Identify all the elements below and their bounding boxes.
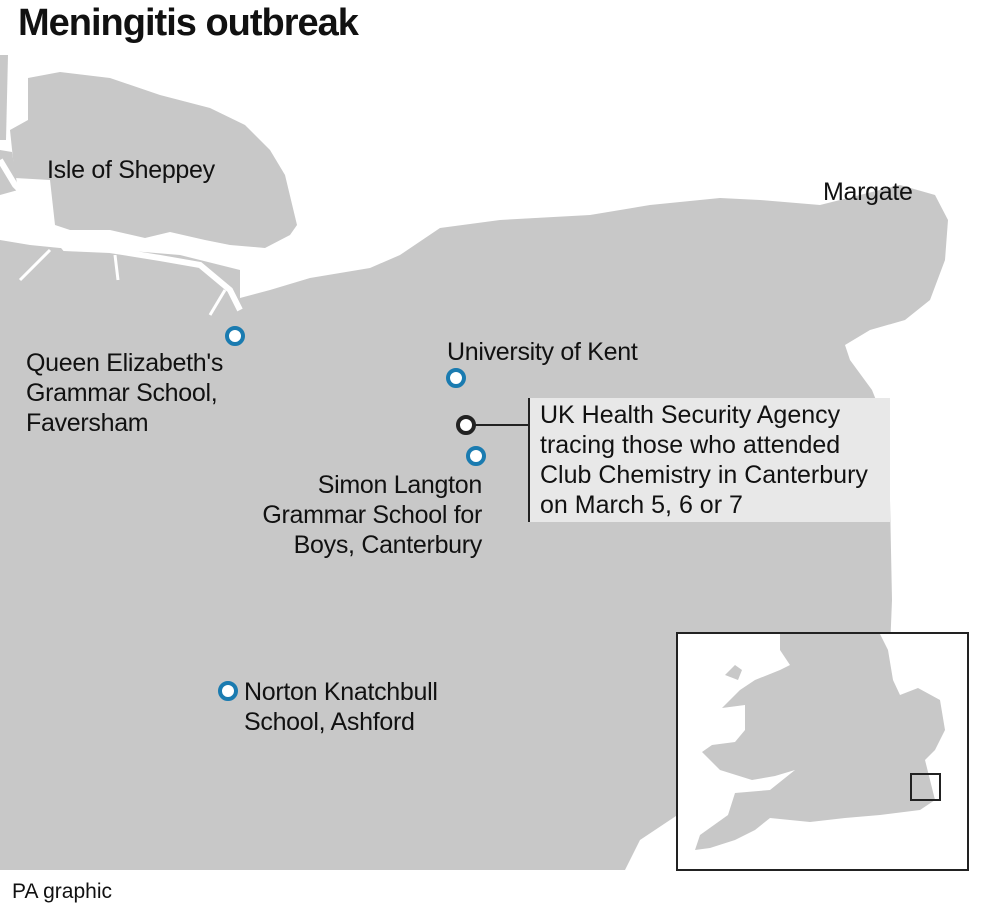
marker-qegs[interactable] xyxy=(225,326,245,346)
river-swale xyxy=(0,158,243,312)
source-credit: PA graphic xyxy=(12,880,113,903)
marker-club-chemistry[interactable] xyxy=(456,415,476,435)
callout-line: Club Chemistry in Canterbury xyxy=(540,461,868,489)
inset-land xyxy=(695,634,945,850)
label-line: Grammar School for xyxy=(262,501,482,529)
label-isle-of-sheppey: Isle of Sheppey xyxy=(47,156,215,184)
callout-line: tracing those who attended xyxy=(540,431,841,459)
label-line: Grammar School, xyxy=(26,379,218,407)
inset-kent-box xyxy=(910,773,941,801)
inset-locator-map xyxy=(676,632,969,871)
label-line: School, Ashford xyxy=(244,708,415,736)
label-norton-knatchbull: Norton Knatchbull School, Ashford xyxy=(244,677,438,737)
label-simon-langton: Simon Langton Grammar School for Boys, C… xyxy=(262,470,482,560)
page-title: Meningitis outbreak xyxy=(18,2,359,44)
callout-box: UK Health Security Agency tracing those … xyxy=(528,398,890,522)
label-line: Simon Langton xyxy=(317,471,483,499)
label-line: Norton Knatchbull xyxy=(244,678,438,706)
callout-line: on March 5, 6 or 7 xyxy=(540,491,743,519)
label-margate: Margate xyxy=(823,178,913,206)
marker-norton[interactable] xyxy=(218,681,238,701)
label-qegs: Queen Elizabeth's Grammar School, Favers… xyxy=(26,348,223,438)
callout-line: UK Health Security Agency xyxy=(540,401,841,429)
label-line: Queen Elizabeth's xyxy=(26,349,224,377)
river-creek xyxy=(18,248,227,316)
land-northwest xyxy=(0,55,8,140)
label-line: Faversham xyxy=(26,409,149,437)
marker-kent-uni[interactable] xyxy=(446,368,466,388)
label-university-of-kent: University of Kent xyxy=(447,338,638,366)
land-sheppey xyxy=(10,72,297,248)
marker-simon-langton[interactable] xyxy=(466,446,486,466)
label-line: Boys, Canterbury xyxy=(293,531,483,559)
